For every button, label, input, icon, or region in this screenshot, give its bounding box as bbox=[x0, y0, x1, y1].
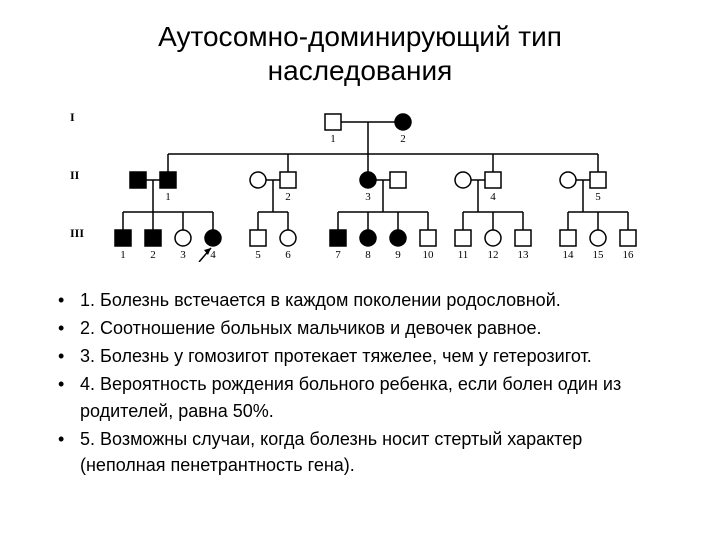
bullet-4: 4. Вероятность рождения больного ребенка… bbox=[58, 371, 670, 423]
svg-text:5: 5 bbox=[255, 249, 261, 261]
svg-text:16: 16 bbox=[623, 249, 635, 261]
svg-text:1: 1 bbox=[330, 133, 336, 145]
title-line-1: Аутосомно-доминирующий тип bbox=[158, 21, 562, 52]
svg-text:6: 6 bbox=[285, 249, 291, 261]
bullet-list: 1. Болезнь встечается в каждом поколении… bbox=[50, 287, 670, 478]
svg-text:9: 9 bbox=[395, 249, 401, 261]
gen-label-2: II bbox=[70, 168, 79, 183]
svg-text:2: 2 bbox=[285, 191, 291, 203]
svg-text:12: 12 bbox=[488, 249, 499, 261]
gen-label-1: I bbox=[70, 110, 75, 125]
bullet-3: 3. Болезнь у гомозигот протекает тяжелее… bbox=[58, 343, 670, 369]
svg-text:1: 1 bbox=[165, 191, 171, 203]
svg-text:15: 15 bbox=[593, 249, 605, 261]
gen-label-3: III bbox=[70, 226, 84, 241]
bullet-2: 2. Соотношение больных мальчиков и девоч… bbox=[58, 315, 670, 341]
slide: Аутосомно-доминирующий тип наследования … bbox=[0, 0, 720, 500]
svg-text:2: 2 bbox=[400, 133, 406, 145]
svg-text:11: 11 bbox=[458, 249, 469, 261]
title-line-2: наследования bbox=[268, 55, 453, 86]
svg-text:8: 8 bbox=[365, 249, 371, 261]
svg-text:14: 14 bbox=[563, 249, 575, 261]
bullet-5: 5. Возможны случаи, когда болезнь носит … bbox=[58, 426, 670, 478]
svg-text:3: 3 bbox=[365, 191, 371, 203]
svg-text:7: 7 bbox=[335, 249, 341, 261]
svg-text:5: 5 bbox=[595, 191, 601, 203]
svg-text:4: 4 bbox=[210, 249, 216, 261]
svg-text:13: 13 bbox=[518, 249, 530, 261]
pedigree-svg: 121234512345678910111213141516 bbox=[75, 102, 645, 262]
slide-title: Аутосомно-доминирующий тип наследования bbox=[50, 20, 670, 87]
svg-text:3: 3 bbox=[180, 249, 186, 261]
svg-text:10: 10 bbox=[423, 249, 435, 261]
svg-text:4: 4 bbox=[490, 191, 496, 203]
svg-text:1: 1 bbox=[120, 249, 126, 261]
pedigree-chart: I II III 121234512345678910111213141516 bbox=[75, 102, 645, 262]
svg-text:2: 2 bbox=[150, 249, 156, 261]
bullet-1: 1. Болезнь встечается в каждом поколении… bbox=[58, 287, 670, 313]
